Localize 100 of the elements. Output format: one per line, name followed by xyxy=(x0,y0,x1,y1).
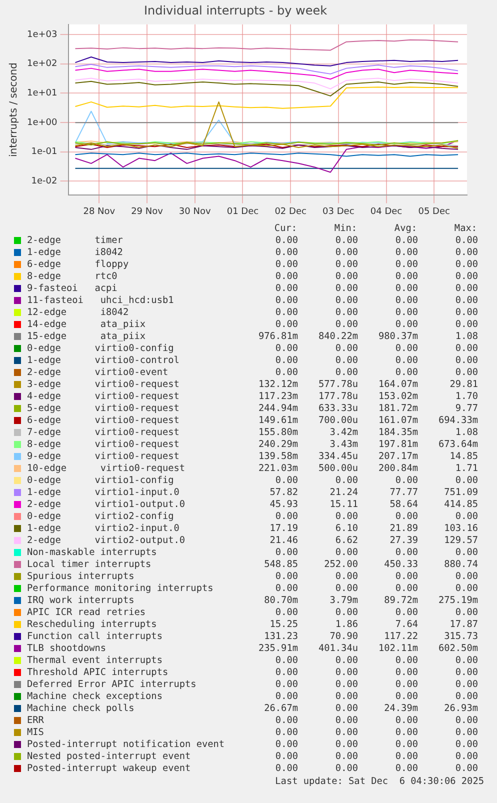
text: 0.00 0.00 0.00 0.00 xyxy=(275,751,478,762)
text: 0.00 0.00 0.00 0.00 xyxy=(275,607,478,618)
legend-label: 3-edge virtio0-request xyxy=(27,379,180,391)
legend-label: Spurious interrupts xyxy=(27,571,136,583)
legend-label: Posted-interrupt notification event xyxy=(27,739,226,751)
legend-label: Nested posted-interrupt event xyxy=(27,751,192,763)
y-tick-label: 1e-02 xyxy=(31,176,58,186)
y-tick-label: 1e+02 xyxy=(26,59,58,70)
legend-label: Thermal event interrupts xyxy=(27,655,164,667)
text: 21.46 6.62 27.39 129.57 xyxy=(270,535,478,546)
legend-label: 6-edge virtio0-request xyxy=(27,415,180,427)
text: 139.58m 334.45u 207.17m 14.85 xyxy=(258,451,478,462)
text: 0.00 0.00 0.00 0.00 xyxy=(275,343,478,354)
legend-label: 10-edge virtio0-request xyxy=(27,463,186,475)
text: 80.70m 3.79m 89.72m 275.19m xyxy=(264,595,478,606)
legend-label: Non-maskable interrupts xyxy=(27,547,158,559)
x-tick-label: 28 Nov xyxy=(83,206,116,217)
text: 26.67m 0.00 24.39m 26.93m xyxy=(264,703,478,714)
text: 0.00 0.00 0.00 0.00 xyxy=(275,235,478,246)
y-tick-label: 1e-01 xyxy=(31,147,58,158)
text: 155.80m 3.42m 184.35m 1.08 xyxy=(258,427,478,438)
legend-label: ERR xyxy=(27,715,45,727)
text: 0.00 0.00 0.00 0.00 xyxy=(275,739,478,750)
text: 149.61m 700.00u 161.07m 694.33m xyxy=(258,415,478,426)
text: 0.00 0.00 0.00 0.00 xyxy=(275,355,478,366)
legend-label: Posted-interrupt wakeup event xyxy=(27,763,192,775)
text: 0.00 0.00 0.00 0.00 xyxy=(275,583,478,594)
legend-label: Deferred Error APIC interrupts xyxy=(27,679,198,691)
text: 0.00 0.00 0.00 0.00 xyxy=(275,727,478,738)
x-tick-label: 03 Dec xyxy=(322,206,354,217)
legend-label: 0-edge virtio0-config xyxy=(27,343,175,355)
legend-label: 15-edge ata_piix xyxy=(27,331,147,343)
text: 0.00 0.00 0.00 0.00 xyxy=(275,667,478,678)
y-tick-label: 1e+00 xyxy=(26,118,58,128)
text: 0.00 0.00 0.00 0.00 xyxy=(275,271,478,282)
text: 244.94m 633.33u 181.72m 9.77 xyxy=(258,403,478,414)
x-tick-label: 30 Nov xyxy=(178,206,212,217)
y-axis-title: interrupts / second xyxy=(8,62,20,158)
text: 235.91m 401.34u 102.11m 602.50m xyxy=(258,643,478,654)
legend-label: 8-edge rtc0 xyxy=(27,271,118,283)
legend-label: Threshold APIC interrupts xyxy=(27,667,170,679)
text: 0.00 0.00 0.00 0.00 xyxy=(275,319,478,330)
legend-label: 2-edge virtio2-output.0 xyxy=(27,535,186,547)
text: 0.00 0.00 0.00 0.00 xyxy=(275,367,478,378)
legend-label: 2-edge virtio1-output.0 xyxy=(27,499,186,511)
legend-label: 2-edge timer xyxy=(27,235,124,247)
text: 45.93 15.11 58.64 414.85 xyxy=(270,499,478,510)
legend-label: 0-edge virtio2-config xyxy=(27,511,175,523)
legend-label: Machine check polls xyxy=(27,703,136,715)
legend-label: 7-edge virtio0-request xyxy=(27,427,180,439)
text: 0.00 0.00 0.00 0.00 xyxy=(275,763,478,774)
legend-label: TLB shootdowns xyxy=(27,643,108,655)
x-tick-label: 04 Dec xyxy=(370,206,402,217)
text: 548.85 252.00 450.33 880.74 xyxy=(264,559,478,570)
legend-label: 9-fasteoi acpi xyxy=(27,283,118,295)
text: 0.00 0.00 0.00 0.00 xyxy=(275,307,478,318)
legend-label: 12-edge i8042 xyxy=(27,307,130,319)
legend-label: 6-edge floppy xyxy=(27,259,130,271)
y-tick-label: 1e+03 xyxy=(26,30,58,40)
legend-label: 8-edge virtio0-request xyxy=(27,439,180,451)
text: 0.00 0.00 0.00 0.00 xyxy=(275,475,478,486)
text: 0.00 0.00 0.00 0.00 xyxy=(275,283,478,294)
text: 976.81m 840.22m 980.37m 1.08 xyxy=(258,331,478,342)
legend-label: 2-edge virtio0-event xyxy=(27,367,170,379)
legend-label: 1-edge virtio0-control xyxy=(27,355,180,367)
legend-label: Rescheduling interrupts xyxy=(27,619,158,631)
text: 221.03m 500.00u 200.84m 1.71 xyxy=(258,463,478,474)
legend-label: 1-edge virtio2-input.0 xyxy=(27,523,180,535)
legend-label: 5-edge virtio0-request xyxy=(27,403,180,415)
legend-label: 9-edge virtio0-request xyxy=(27,451,180,463)
legend-label: 11-fasteoi uhci_hcd:usb1 xyxy=(27,295,175,307)
text: 0.00 0.00 0.00 0.00 xyxy=(275,655,478,666)
legend-label: 0-edge virtio1-config xyxy=(27,475,175,487)
text: 131.23 70.90 117.22 315.73 xyxy=(264,631,478,642)
legend-label: Machine check exceptions xyxy=(27,691,164,703)
legend-label: IRQ work interrupts xyxy=(27,595,136,607)
legend-label: Local timer interrupts xyxy=(27,559,152,571)
legend-label: 1-edge i8042 xyxy=(27,247,124,259)
text: Last update: Sat Dec 6 04:30:06 2025 xyxy=(274,776,485,787)
legend-label: 14-edge ata_piix xyxy=(27,319,147,331)
text: 117.23m 177.78u 153.02m 1.70 xyxy=(258,391,478,402)
legend-label: MIS xyxy=(27,727,45,739)
text: 0.00 0.00 0.00 0.00 xyxy=(275,511,478,522)
text: 132.12m 577.78u 164.07m 29.81 xyxy=(258,379,478,390)
legend-label: APIC ICR read retries xyxy=(27,607,147,619)
text: 17.19 6.10 21.89 103.16 xyxy=(270,523,478,534)
text: 0.00 0.00 0.00 0.00 xyxy=(275,259,478,270)
text: 0.00 0.00 0.00 0.00 xyxy=(275,547,478,558)
text: Cur: Min: Avg: Max: xyxy=(274,223,477,234)
text: 0.00 0.00 0.00 0.00 xyxy=(275,715,478,726)
text: 0.00 0.00 0.00 0.00 xyxy=(275,295,478,306)
y-tick-label: 1e+01 xyxy=(26,88,58,98)
x-tick-label: 29 Nov xyxy=(131,206,164,217)
legend-label: Function call interrupts xyxy=(27,631,164,643)
text: 0.00 0.00 0.00 0.00 xyxy=(275,691,478,702)
legend-label: 1-edge virtio1-input.0 xyxy=(27,487,180,499)
x-tick-label: 05 Dec xyxy=(418,206,450,217)
text: 57.82 21.24 77.77 751.09 xyxy=(270,487,478,498)
x-tick-label: 02 Dec xyxy=(274,206,306,217)
text: 240.29m 3.43m 197.81m 673.64m xyxy=(258,439,478,450)
